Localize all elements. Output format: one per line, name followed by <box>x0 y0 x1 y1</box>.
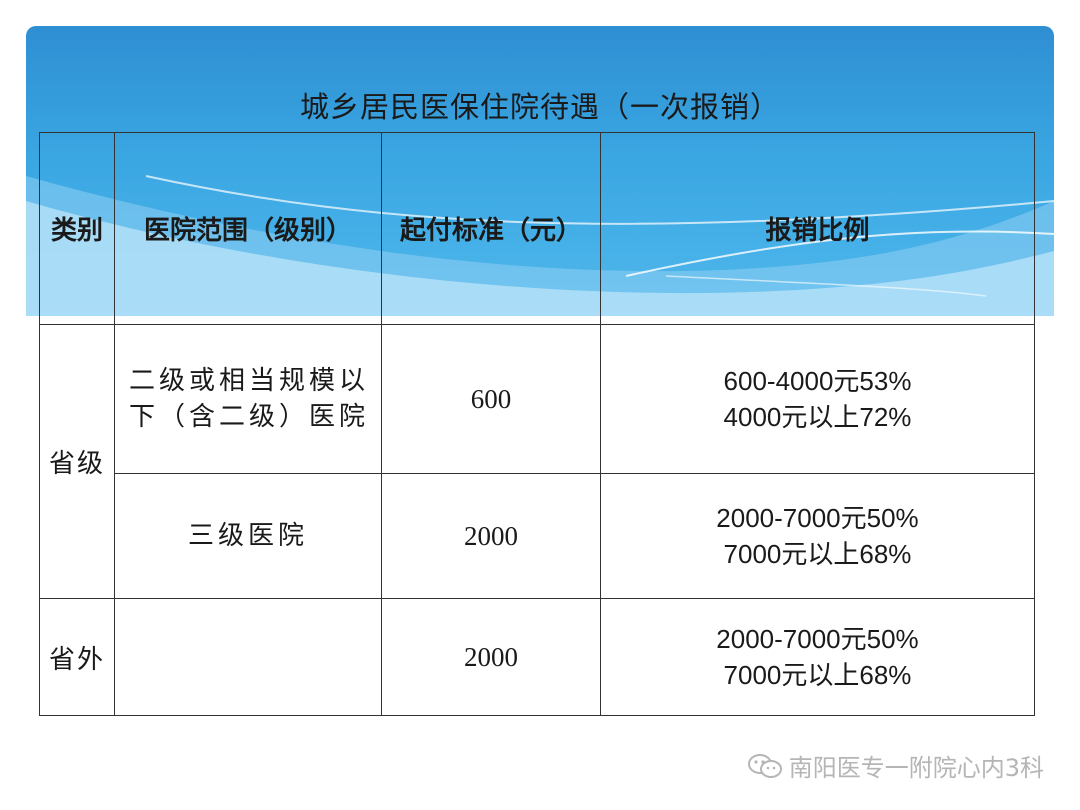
reimbursement-table: 类别 医院范围（级别） 起付标准（元） 报销比例 省级 二级或相当规模以 下（含… <box>39 132 1035 716</box>
category-cell: 省外 <box>39 598 115 716</box>
ratio-line: 7000元以上68% <box>723 660 912 690</box>
table-row: 省级 二级或相当规模以 下（含二级）医院 600 600-4000元53% 40… <box>39 324 1035 599</box>
table-row: 三级医院 2000 2000-7000元50% 7000元以上68% <box>40 473 1035 599</box>
threshold-cell: 600 <box>381 324 601 474</box>
ratio-line: 7000元以上68% <box>723 539 912 569</box>
ratio-line: 4000元以上72% <box>723 402 912 432</box>
header-category: 类别 <box>39 132 115 325</box>
ratio-cell: 600-4000元53% 4000元以上72% <box>600 324 1035 474</box>
watermark-text: 南阳医专一附院心内3科 <box>788 754 1044 782</box>
category-cell: 省级 <box>39 324 115 599</box>
scope-line: 下（含二级）医院 <box>129 402 370 432</box>
scope-cell <box>114 598 382 716</box>
header-threshold: 起付标准（元） <box>381 132 601 325</box>
table-header-row: 类别 医院范围（级别） 起付标准（元） 报销比例 <box>39 132 1035 325</box>
page-title: 城乡居民医保住院待遇（一次报销） <box>299 90 780 124</box>
table-row: 省外 2000 2000-7000元50% 7000元以上68% <box>39 598 1035 716</box>
wechat-icon <box>747 753 782 778</box>
ratio-line: 2000-7000元50% <box>716 503 919 533</box>
threshold-cell: 2000 <box>381 598 601 716</box>
threshold-cell: 2000 <box>381 473 601 599</box>
watermark: 南阳医专一附院心内3科 <box>747 748 1044 783</box>
ratio-line: 2000-7000元50% <box>716 624 919 654</box>
ratio-line: 600-4000元53% <box>723 366 912 396</box>
ratio-cell: 2000-7000元50% 7000元以上68% <box>600 473 1035 599</box>
scope-cell: 二级或相当规模以 下（含二级）医院 <box>114 324 382 474</box>
ratio-cell: 2000-7000元50% 7000元以上68% <box>600 598 1035 716</box>
scope-line: 二级或相当规模以 <box>129 366 370 396</box>
header-scope: 医院范围（级别） <box>114 132 382 325</box>
scope-cell: 三级医院 <box>114 473 382 599</box>
header-ratio: 报销比例 <box>600 132 1035 325</box>
